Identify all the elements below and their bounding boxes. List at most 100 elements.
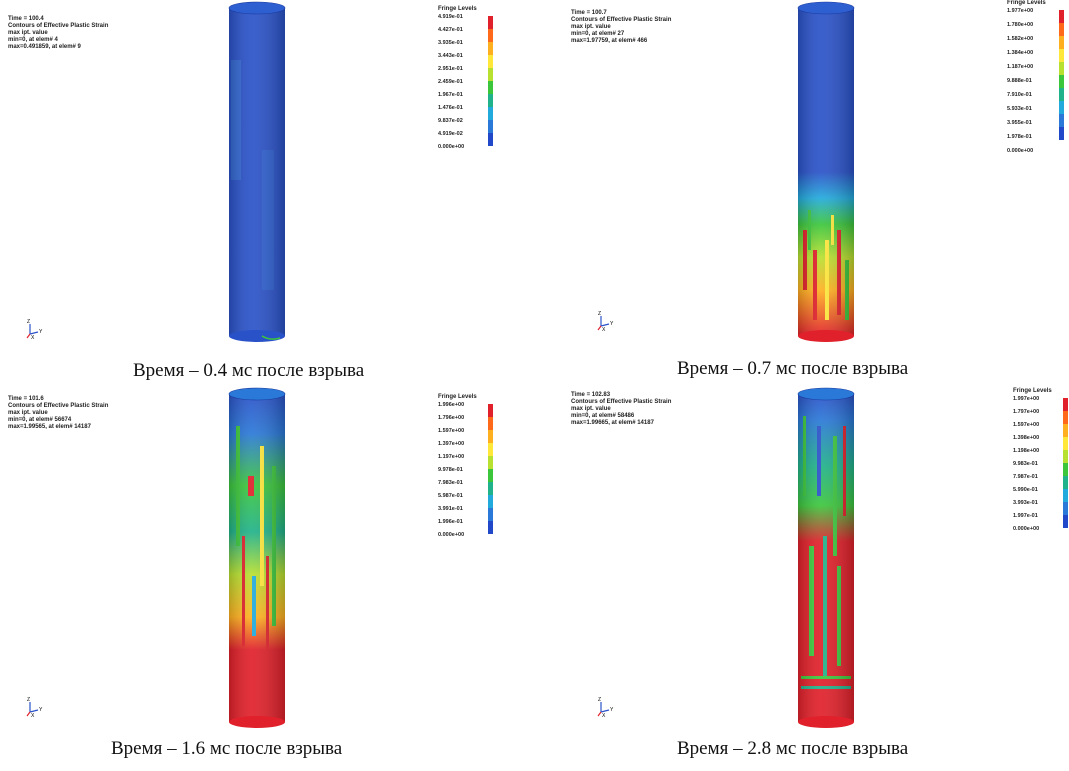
axis-triad-icon: Z Y X: [24, 318, 44, 341]
svg-text:Y: Y: [610, 707, 614, 713]
header-value-type: max ipt. value: [571, 406, 611, 412]
legend-title: Fringe Levels: [438, 394, 477, 400]
axis-triad-icon: Z Y X: [595, 310, 615, 333]
header-value-type: max ipt. value: [571, 24, 611, 30]
color-scale-segment: [488, 404, 493, 417]
svg-text:Y: Y: [39, 707, 43, 713]
legend-label: 1.398e+00: [1013, 435, 1040, 441]
svg-text:X: X: [602, 713, 606, 718]
color-scale-bar: [488, 404, 493, 534]
fringe-legend: Fringe Levels 1.996e+00 1.796e+00 1.597e…: [438, 394, 498, 545]
legend-label: 1.997e-01: [1013, 513, 1038, 519]
color-scale-segment: [1059, 114, 1064, 127]
header-time: Time = 100.7: [571, 10, 607, 16]
legend-label: 4.919e-01: [438, 14, 463, 20]
color-scale-segment: [488, 133, 493, 146]
color-scale-segment: [1059, 88, 1064, 101]
legend-label: 2.459e-01: [438, 79, 463, 85]
legend-title: Fringe Levels: [1013, 388, 1052, 394]
color-scale-segment: [488, 495, 493, 508]
header-contour-type: Contours of Effective Plastic Strain: [8, 403, 109, 409]
panel-2p8ms: Time = 102.83 Contours of Effective Plas…: [535, 386, 1069, 771]
legend-label: 5.933e-01: [1007, 106, 1032, 112]
header-value-type: max ipt. value: [8, 30, 48, 36]
legend-label: 1.582e+00: [1007, 36, 1034, 42]
panel-0p4ms: Time = 100.4 Contours of Effective Plast…: [0, 0, 534, 385]
header-min: min=0, at elem# 4: [8, 37, 58, 43]
simulation-header: Time = 100.7 Contours of Effective Plast…: [571, 10, 671, 45]
svg-text:X: X: [602, 327, 606, 332]
color-scale-segment: [1063, 411, 1068, 424]
axis-triad-icon: Z Y X: [24, 696, 44, 719]
color-scale-segment: [1059, 127, 1064, 140]
legend-label: 3.443e-01: [438, 53, 463, 59]
legend-label: 5.990e-01: [1013, 487, 1038, 493]
color-scale-segment: [1059, 36, 1064, 49]
panel-caption: Время – 0.4 мс после взрыва: [133, 360, 365, 381]
color-scale-segment: [1063, 437, 1068, 450]
legend-title: Fringe Levels: [438, 6, 477, 12]
cylinder-plot: [797, 387, 855, 728]
header-time: Time = 102.83: [571, 392, 611, 398]
legend-label: 1.187e+00: [1007, 64, 1034, 70]
svg-text:Y: Y: [39, 329, 43, 335]
legend-label: 3.935e-01: [438, 40, 463, 46]
cylinder-plot: [228, 1, 286, 342]
legend-label: 1.397e+00: [438, 441, 465, 447]
panel-1p6ms: Time = 101.6 Contours of Effective Plast…: [0, 386, 534, 771]
legend-label: 0.000e+00: [1007, 148, 1034, 154]
color-scale-segment: [1063, 398, 1068, 411]
legend-label: 1.797e+00: [1013, 409, 1040, 415]
legend-label: 1.997e+00: [1013, 396, 1040, 402]
color-scale-segment: [1059, 23, 1064, 36]
legend-label: 1.780e+00: [1007, 22, 1034, 28]
header-max: max=1.99665, at elem# 14187: [571, 420, 654, 426]
color-scale-segment: [1063, 424, 1068, 437]
color-scale-segment: [1059, 62, 1064, 75]
panel-0p7ms: Time = 100.7 Contours of Effective Plast…: [535, 0, 1069, 385]
color-scale-segment: [488, 68, 493, 81]
color-scale-bar: [1059, 10, 1064, 140]
header-max: max=1.97759, at elem# 466: [571, 38, 648, 44]
header-max: max=1.99565, at elem# 14187: [8, 424, 91, 430]
legend-label: 0.000e+00: [438, 532, 465, 538]
color-scale-segment: [488, 443, 493, 456]
legend-label: 7.983e-01: [438, 480, 463, 486]
svg-text:X: X: [31, 713, 35, 718]
legend-label: 1.796e+00: [438, 415, 465, 421]
legend-label: 3.993e-01: [1013, 500, 1038, 506]
panel-caption: Время – 2.8 мс после взрыва: [677, 738, 909, 759]
color-scale-segment: [488, 430, 493, 443]
color-scale-segment: [488, 94, 493, 107]
color-scale-segment: [488, 120, 493, 133]
header-value-type: max ipt. value: [8, 410, 48, 416]
cylinder-plot: [797, 1, 855, 342]
color-scale-segment: [1063, 515, 1068, 528]
legend-label: 0.000e+00: [438, 144, 465, 150]
panel-caption: Время – 0.7 мс после взрыва: [677, 358, 909, 379]
axis-triad-icon: Z Y X: [595, 696, 615, 719]
legend-label: 2.951e-01: [438, 66, 463, 72]
legend-label: 3.991e-01: [438, 506, 463, 512]
legend-label: 0.000e+00: [1013, 526, 1040, 532]
legend-label: 1.197e+00: [438, 454, 465, 460]
color-scale-segment: [488, 482, 493, 495]
header-contour-type: Contours of Effective Plastic Strain: [8, 23, 109, 29]
legend-label: 1.996e-01: [438, 519, 463, 525]
color-scale-segment: [488, 508, 493, 521]
color-scale-segment: [1063, 489, 1068, 502]
color-scale-segment: [1059, 10, 1064, 23]
color-scale-segment: [488, 55, 493, 68]
color-scale-segment: [1063, 450, 1068, 463]
legend-label: 1.476e-01: [438, 105, 463, 111]
fringe-legend: Fringe Levels 1.977e+00 1.780e+00 1.582e…: [1007, 0, 1067, 156]
legend-label: 9.888e-01: [1007, 78, 1032, 84]
color-scale-segment: [488, 16, 493, 29]
color-scale-segment: [488, 417, 493, 430]
legend-label: 1.967e-01: [438, 92, 463, 98]
header-min: min=0, at elem# 27: [571, 31, 625, 37]
color-scale-segment: [1059, 101, 1064, 114]
legend-label: 7.987e-01: [1013, 474, 1038, 480]
color-scale-bar: [488, 16, 493, 146]
color-scale-segment: [1063, 476, 1068, 489]
